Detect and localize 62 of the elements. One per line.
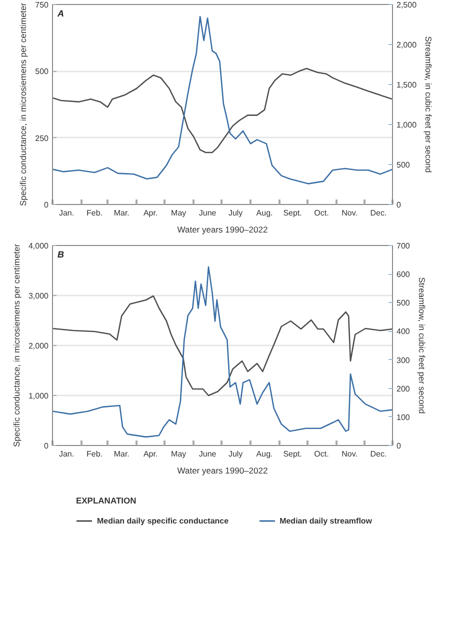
y-tick-label: 500 — [35, 67, 50, 76]
y-tick-label: 0 — [44, 200, 50, 210]
x-tick-label: Jan. — [58, 208, 74, 218]
y2-tick-label: 0 — [396, 200, 402, 210]
x-tick-label: Nov. — [342, 208, 358, 218]
y2-tick-label: 700 — [396, 242, 410, 250]
x-tick-label: Mar. — [114, 208, 130, 218]
x-tick-label: June — [198, 208, 217, 218]
line-series — [52, 295, 392, 396]
x-tick-label: Oct. — [314, 208, 329, 218]
line-series — [52, 16, 392, 184]
x-tick-label: Dec. — [370, 208, 387, 218]
line-series — [52, 68, 392, 154]
x-axis-title: Water years 1990–2022 — [177, 466, 268, 476]
y2-tick-label: 1,000 — [396, 120, 418, 130]
x-tick-label: May — [171, 450, 186, 458]
y-tick-label: 1,000 — [28, 392, 50, 400]
x-tick-label: May — [171, 208, 186, 218]
x-tick-label: Sept. — [283, 208, 302, 218]
x-tick-label: Feb. — [86, 208, 103, 218]
x-tick-label: Aug. — [256, 450, 273, 458]
y-axis-title: Specific conductance, in microsiemens per centimeter — [18, 2, 28, 206]
y2-axis-title: Streamflow, in cubic feet per second — [424, 36, 434, 174]
x-tick-label: Sept. — [283, 450, 302, 458]
x-tick-label: Apr. — [143, 208, 158, 218]
x-tick-label: Apr. — [143, 450, 158, 458]
x-tick-label: Aug. — [256, 208, 273, 218]
y-axis-title: Specific conductance, in microsiemens per centimeter — [11, 244, 22, 448]
annotation: A — [56, 8, 64, 18]
y2-tick-label: 500 — [396, 160, 410, 170]
x-tick-label: July — [228, 208, 243, 218]
y2-tick-label: 1,500 — [396, 80, 418, 90]
y-tick-label: 250 — [35, 134, 50, 143]
y-tick-label: 2,000 — [28, 342, 50, 350]
legend-title: EXPLANATION — [76, 496, 138, 506]
x-tick-label: Nov. — [342, 450, 358, 458]
y2-tick-label: 400 — [396, 327, 410, 336]
x-axis-title: Water years 1990–2022 — [177, 224, 268, 234]
y2-axis-title: Streamflow, in cubic feet per second — [416, 277, 427, 414]
y2-tick-label: 200 — [396, 384, 410, 394]
y2-tick-label: 300 — [396, 356, 410, 365]
y2-tick-label: 500 — [396, 298, 410, 308]
y-tick-label: 750 — [35, 0, 50, 10]
y2-tick-label: 0 — [396, 442, 402, 450]
y2-tick-label: 2,500 — [396, 0, 418, 10]
y2-tick-label: 2,000 — [396, 40, 418, 50]
x-tick-label: July — [228, 450, 243, 458]
x-tick-label: June — [198, 450, 217, 458]
x-tick-label: Oct. — [314, 450, 329, 458]
y-tick-label: 0 — [44, 442, 50, 450]
x-tick-label: Jan. — [58, 450, 74, 458]
x-tick-label: Dec. — [370, 450, 387, 458]
y-tick-label: 3,000 — [28, 292, 50, 300]
y2-tick-label: 600 — [396, 270, 410, 280]
legend-label: Median daily streamflow — [280, 516, 372, 525]
y-tick-label: 4,000 — [28, 242, 50, 250]
legend-label: Median daily specific conductance — [96, 516, 229, 525]
y2-tick-label: 100 — [396, 412, 410, 422]
x-tick-label: Feb. — [86, 450, 103, 458]
line-series — [52, 266, 392, 438]
annotation: B — [58, 250, 64, 260]
x-tick-label: Mar. — [114, 450, 130, 458]
